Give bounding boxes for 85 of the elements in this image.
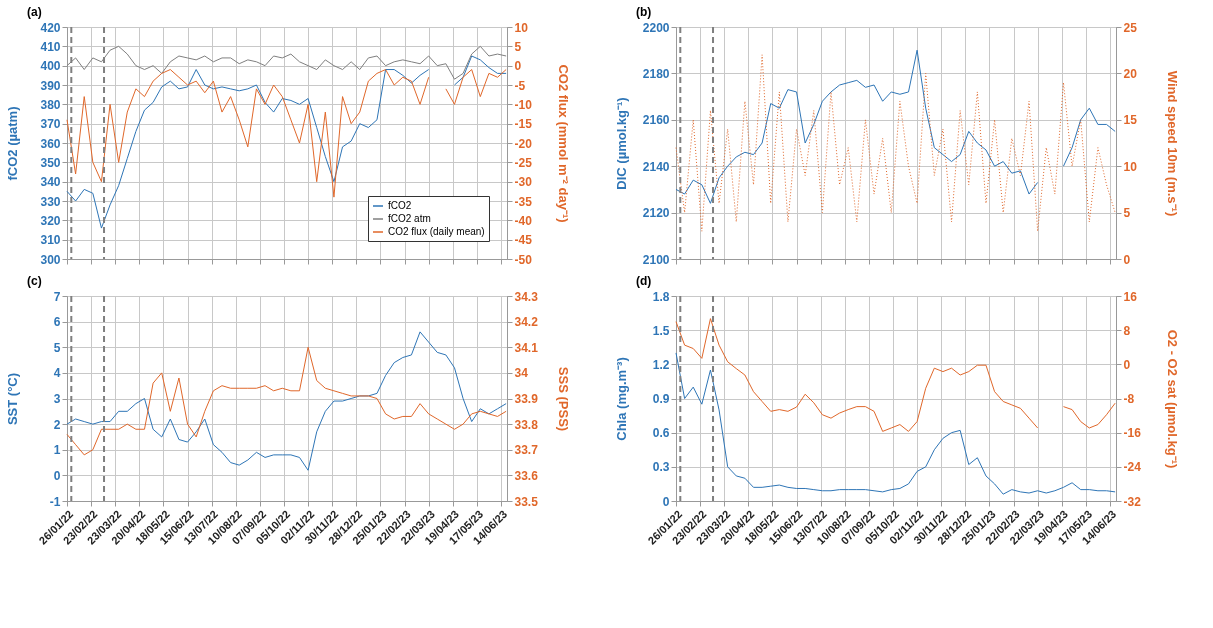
y-tick-label: 4: [53, 366, 61, 381]
y-tick-label: 390: [40, 78, 61, 93]
y2-tick-label: 34: [514, 366, 529, 381]
y-tick-label: 0: [662, 494, 670, 509]
legend-label: fCO2 atm: [388, 213, 431, 224]
y2-tick-label: 10: [1123, 159, 1138, 174]
y2-tick-label: 34.3: [514, 289, 539, 304]
y-tick-label: 0.6: [652, 426, 670, 441]
y2-tick-label: 0: [514, 59, 522, 74]
y-axis-title: fCO2 (µatm): [4, 106, 20, 181]
y2-tick-label: 33.7: [514, 443, 539, 458]
y-tick-label: 380: [40, 97, 61, 112]
y2-tick-label: -32: [1123, 494, 1142, 509]
y-tick-label: 340: [40, 175, 61, 190]
y-tick-label: 420: [40, 20, 61, 35]
chart-title: (d): [636, 274, 652, 288]
y2-tick-label: -50: [514, 252, 533, 267]
y-tick-label: 7: [53, 289, 61, 304]
y-tick-label: 3: [53, 392, 61, 406]
y2-tick-label: 5: [1123, 206, 1131, 221]
y-tick-label: -1: [49, 494, 61, 509]
y-tick-label: 410: [40, 39, 61, 54]
y-tick-label: 2180: [642, 66, 670, 81]
y2-tick-label: 33.8: [514, 417, 539, 432]
y-tick-label: 310: [40, 233, 61, 248]
chart-title: (a): [27, 5, 42, 19]
y2-axis-title: Wind speed 10m (m.s⁻¹): [1164, 70, 1180, 217]
y2-tick-label: -15: [514, 117, 533, 132]
y-tick-label: 0: [53, 468, 61, 483]
y2-tick-label: 20: [1123, 66, 1138, 81]
y-tick-label: 0.9: [652, 392, 670, 406]
y2-tick-label: -40: [514, 213, 533, 228]
y2-tick-label: -35: [514, 194, 533, 209]
legend-label: fCO2: [388, 200, 412, 211]
legend-label: CO2 flux (daily mean): [388, 226, 485, 237]
y-tick-label: 1: [53, 443, 61, 458]
y2-axis-title: SSS (PSS): [555, 366, 571, 432]
chart-title: (c): [27, 274, 42, 288]
y-tick-label: 370: [40, 117, 61, 132]
y2-tick-label: 34.2: [514, 315, 539, 330]
y-tick-label: 300: [40, 252, 61, 267]
y-tick-label: 2140: [642, 159, 670, 174]
y-axis-title: DIC (µmol.kg⁻¹): [613, 97, 629, 190]
y2-tick-label: 16: [1123, 289, 1138, 304]
y-tick-label: 320: [40, 213, 61, 228]
y-tick-label: 1.5: [652, 323, 670, 338]
y-tick-label: 1.2: [652, 357, 670, 372]
y2-tick-label: 25: [1123, 20, 1138, 35]
y2-tick-label: -30: [514, 175, 533, 190]
y2-tick-label: -16: [1123, 426, 1142, 441]
y2-tick-label: 15: [1123, 113, 1138, 128]
y2-tick-label: -10: [514, 97, 533, 112]
y-tick-label: 2160: [642, 113, 670, 128]
y2-tick-label: -25: [514, 155, 533, 170]
y-tick-label: 2120: [642, 206, 670, 221]
y2-tick-label: 0: [1123, 357, 1131, 372]
y-tick-label: 360: [40, 136, 61, 151]
y2-tick-label: -45: [514, 233, 533, 248]
y2-tick-label: -24: [1123, 460, 1142, 475]
y-tick-label: 2: [53, 417, 61, 432]
y2-tick-label: 33.9: [514, 392, 539, 406]
y2-tick-label: 8: [1123, 323, 1131, 338]
y-tick-label: 2200: [642, 20, 670, 35]
y-tick-label: 1.8: [652, 289, 670, 304]
y-tick-label: 330: [40, 194, 61, 209]
y2-tick-label: 33.5: [514, 494, 539, 509]
y2-tick-label: 5: [514, 39, 522, 54]
y2-tick-label: 0: [1123, 252, 1131, 267]
y2-tick-label: 33.6: [514, 468, 539, 483]
y2-axis-title: O2 - O2 sat (µmol.kg⁻¹): [1164, 329, 1180, 469]
chart-title: (b): [636, 5, 652, 19]
y2-tick-label: 10: [514, 20, 529, 35]
y-axis-title: SST (°C): [4, 372, 20, 426]
y-tick-label: 5: [53, 340, 61, 355]
y2-axis-title: CO2 flux (mmol m⁻² day⁻¹): [555, 64, 571, 223]
y-tick-label: 350: [40, 155, 61, 170]
y-tick-label: 2100: [642, 252, 670, 267]
y2-tick-label: 34.1: [514, 340, 539, 355]
y-tick-label: 400: [40, 59, 61, 74]
y2-tick-label: -8: [1123, 392, 1135, 406]
y-axis-title: Chla (mg.m⁻³): [613, 357, 629, 441]
y2-tick-label: -5: [514, 78, 526, 93]
y-tick-label: 6: [53, 315, 61, 330]
y2-tick-label: -20: [514, 136, 533, 151]
y-tick-label: 0.3: [652, 460, 670, 475]
